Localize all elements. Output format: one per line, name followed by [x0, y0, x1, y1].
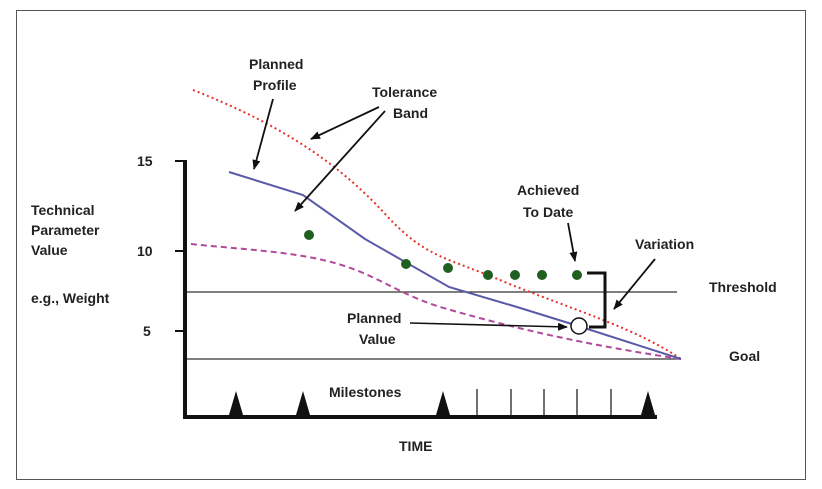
y-tick-label-5: 5 — [143, 323, 151, 339]
time-axis-label: TIME — [399, 438, 432, 454]
planned-profile-line — [228, 171, 682, 360]
achieved-point — [401, 259, 411, 269]
planned-value-marker — [570, 317, 588, 335]
planned-value-arrow — [409, 322, 568, 331]
lower-tolerance-curve — [190, 243, 682, 360]
example-label: e.g., Weight — [31, 290, 110, 306]
achieved-point — [304, 230, 314, 240]
variation-label: Variation — [635, 236, 694, 252]
planned-value-label-line-2: Value — [359, 331, 396, 347]
upper-tolerance-curve — [192, 89, 682, 360]
achieved-point — [443, 263, 453, 273]
variation-arrow — [613, 258, 656, 310]
milestone-triangle — [296, 391, 310, 415]
y-axis-label-line-2: Parameter — [31, 222, 100, 238]
tpm-diagram: 15 10 5 Technical Parameter Value e.g., … — [31, 56, 777, 454]
achieved-to-date-label-line-2: To Date — [523, 204, 574, 220]
tolerance-band-upper-arrow — [310, 106, 380, 140]
y-tick-label-15: 15 — [137, 153, 153, 169]
achieved-point — [572, 270, 582, 280]
achieved-point — [510, 270, 520, 280]
goal-label: Goal — [729, 348, 760, 364]
achieved-point — [483, 270, 493, 280]
diagram-frame: 15 10 5 Technical Parameter Value e.g., … — [16, 10, 806, 480]
milestone-triangle — [229, 391, 243, 415]
y-axis-label-line-1: Technical — [31, 202, 95, 218]
tolerance-band-label-line-2: Band — [393, 105, 428, 121]
tolerance-band-label-line-1: Tolerance — [372, 84, 437, 100]
threshold-label: Threshold — [709, 279, 777, 295]
milestone-triangle — [641, 391, 655, 415]
milestone-triangle — [436, 391, 450, 415]
achieved-to-date-label-line-1: Achieved — [517, 182, 579, 198]
achieved-to-date-arrow — [567, 222, 578, 262]
achieved-point — [537, 270, 547, 280]
y-tick-label-10: 10 — [137, 243, 153, 259]
y-axis-label-line-3: Value — [31, 242, 68, 258]
tolerance-band-lower-arrow — [294, 110, 386, 212]
planned-profile-arrow — [252, 98, 274, 170]
planned-profile-label-line-1: Planned — [249, 56, 303, 72]
variation-bracket — [587, 271, 607, 329]
milestones-label: Milestones — [329, 384, 402, 400]
planned-value-label-line-1: Planned — [347, 310, 401, 326]
planned-profile-label-line-2: Profile — [253, 77, 297, 93]
